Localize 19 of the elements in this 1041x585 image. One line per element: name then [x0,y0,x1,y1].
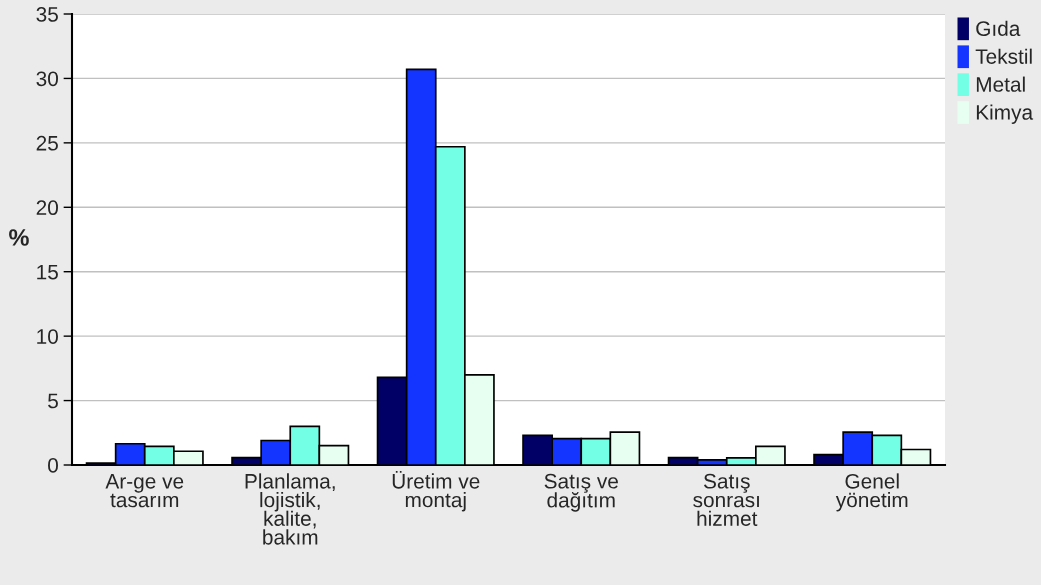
x-tick-label: Planlama, lojistik, kalite, bakım [245,473,335,545]
y-tick-label: 30 [36,71,58,87]
x-tick-label: Satış ve dağıtım [544,473,618,512]
y-tick-label: 15 [37,264,58,280]
legend-label: Gıda [976,20,1021,37]
y-axis-title: % [9,229,29,246]
y-tick-label: 5 [48,393,58,409]
legend-label: Tekstil [975,48,1032,64]
x-tick-label: Satış sonrası hizmet [693,473,759,526]
y-tick-label: 0 [48,458,58,473]
y-tick-label: 10 [37,329,58,344]
x-tick-label: Üretim ve montaj [392,471,480,512]
legend-label: Metal [976,76,1025,92]
x-tick-label: Genel yönetim [835,473,908,512]
legend-label: Kimya [976,104,1034,124]
y-tick-label: 25 [36,135,58,151]
x-tick-label: Ar-ge ve tasarım [105,474,184,508]
y-tick-label: 35 [36,7,58,22]
y-tick-label: 20 [36,200,58,216]
